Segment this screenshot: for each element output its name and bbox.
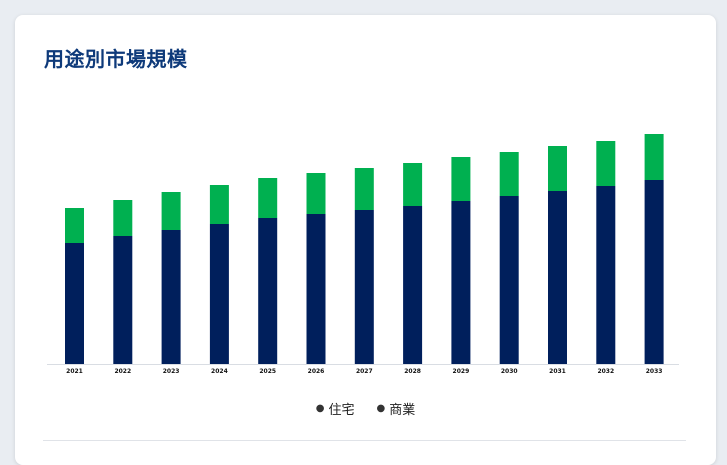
x-tick-label: 2027 (356, 368, 373, 375)
legend-label: 商業 (389, 403, 416, 418)
bar-2025-series-1[interactable] (258, 178, 278, 218)
chart-card: 用途別市場規模 2021 2022 2023 2024 2025 2026 2027 2028… (15, 15, 716, 465)
bar-2022-series-1[interactable] (113, 200, 133, 236)
x-tick-label: 2023 (163, 368, 180, 375)
bar-2026-series-0[interactable] (306, 214, 326, 364)
bar-2025-series-0[interactable] (258, 218, 278, 364)
bar-2033-series-0[interactable] (644, 180, 664, 364)
legend-label: 住宅 (328, 403, 355, 418)
bar-2032-series-1[interactable] (596, 141, 616, 186)
x-tick-label: 2029 (453, 368, 470, 375)
legend-bullet-icon: ● (376, 403, 386, 414)
bar-2021-series-0[interactable] (65, 243, 84, 364)
stacked-bar-chart: 2021 2022 2023 2024 2025 2026 2027 2028 2029 2030… (47, 134, 679, 375)
bar-2028-series-1[interactable] (403, 163, 423, 206)
divider (43, 440, 686, 441)
bar-2032-series-0[interactable] (596, 186, 616, 364)
bar-2023-series-1[interactable] (161, 192, 181, 230)
bar-2031-series-0[interactable] (548, 191, 567, 364)
bar-2021-series-1[interactable] (65, 208, 84, 243)
x-tick-label: 2026 (308, 368, 325, 375)
x-tick-label: 2030 (501, 368, 518, 375)
x-tick-label: 2022 (114, 368, 131, 375)
legend-bullet-icon: ● (315, 403, 325, 414)
bar-2030-series-0[interactable] (499, 196, 519, 364)
x-tick-label: 2025 (259, 368, 276, 375)
bar-2026-series-1[interactable] (306, 173, 326, 214)
legend-item-residential[interactable]: ● 住宅 (316, 399, 355, 418)
chart-legend: ● 住宅 ● 商業 (15, 399, 716, 418)
x-tick-label: 2028 (404, 368, 421, 375)
bar-2023-series-0[interactable] (161, 230, 181, 364)
x-tick-label: 2033 (646, 368, 663, 375)
x-tick-label: 2031 (549, 368, 566, 375)
bar-2031-series-1[interactable] (548, 146, 567, 191)
bar-2029-series-1[interactable] (451, 157, 471, 201)
bar-2029-series-0[interactable] (451, 201, 471, 364)
x-tick-label: 2024 (211, 368, 228, 375)
bar-2027-series-0[interactable] (354, 210, 374, 364)
bar-2030-series-1[interactable] (499, 152, 519, 196)
bar-2024-series-0[interactable] (209, 224, 229, 364)
bar-2028-series-0[interactable] (403, 206, 423, 364)
legend-item-commercial[interactable]: ● 商業 (377, 399, 416, 418)
bar-2022-series-0[interactable] (113, 236, 133, 364)
x-tick-label: 2021 (66, 368, 83, 375)
x-tick-label: 2032 (597, 368, 614, 375)
bar-2033-series-1[interactable] (644, 134, 664, 180)
chart-title: 用途別市場規模 (44, 47, 188, 71)
bar-2027-series-1[interactable] (354, 168, 374, 210)
bar-2024-series-1[interactable] (209, 185, 229, 224)
